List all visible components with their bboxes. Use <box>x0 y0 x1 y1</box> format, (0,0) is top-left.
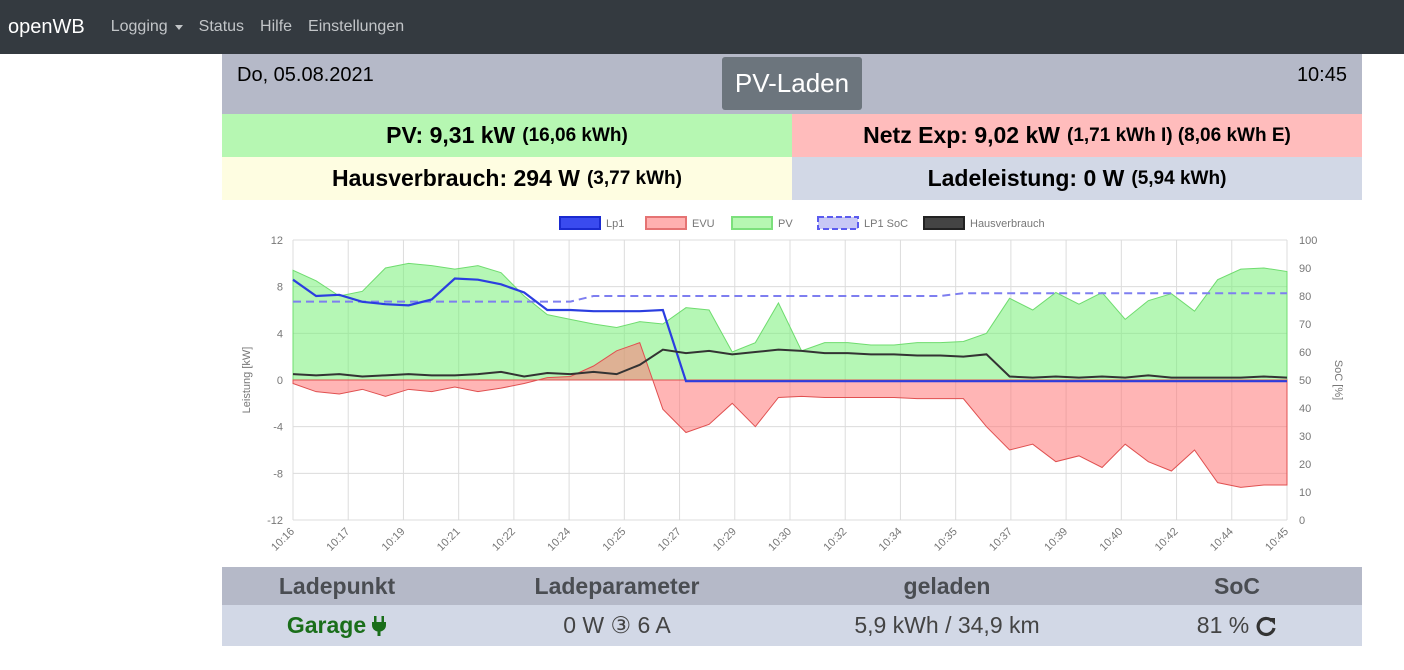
chart-svg: Lp1 EVU PV LP1 SoC Hausverbrauch 12840-4-8-1… <box>241 216 1344 554</box>
y2-tick-label: 30 <box>1299 431 1311 443</box>
y2-axis-title: SoC [%] <box>1332 360 1344 400</box>
hausverbrauch-line <box>292 348 1288 379</box>
pv-stat: PV: 9,31 kW (16,06 kWh) <box>222 114 792 157</box>
chargepoint-garage[interactable]: Garage <box>222 612 452 639</box>
y-tick-label: -4 <box>273 422 283 434</box>
date-header: Do, 05.08.2021 PV-Laden 10:45 <box>222 54 1362 114</box>
time-display: 10:45 <box>1296 64 1347 86</box>
x-tick-label: 10:21 <box>435 526 463 554</box>
charge-mode-button[interactable]: PV-Laden <box>722 57 862 110</box>
lade-energy: (5,94 kWh) <box>1131 167 1227 189</box>
plug-icon <box>372 615 387 636</box>
y2-tick-label: 50 <box>1299 375 1311 387</box>
table-row: Garage 0 W ③ 6 A 5,9 kWh / 34,9 km 81 % <box>222 605 1362 646</box>
x-tick-label: 10:16 <box>269 526 297 554</box>
nav-logging-dropdown[interactable]: Logging <box>111 18 183 36</box>
x-tick-label: 10:44 <box>1208 526 1236 554</box>
x-tick-label: 10:34 <box>877 526 905 554</box>
x-tick-label: 10:39 <box>1042 526 1070 554</box>
y2-tick-label: 20 <box>1299 459 1311 471</box>
y2-tick-label: 60 <box>1299 347 1311 359</box>
legend-swatch <box>731 216 773 230</box>
pv-value: PV: 9,31 kW <box>386 122 516 148</box>
x-tick-label: 10:17 <box>324 526 352 554</box>
header-ladepunkt: Ladepunkt <box>278 572 396 599</box>
y-tick-label: 0 <box>277 375 283 387</box>
chart-series <box>292 262 1288 488</box>
table-header: Ladepunkt Ladeparameter geladen SoC <box>222 567 1362 605</box>
nav-einstellungen[interactable]: Einstellungen <box>308 18 405 35</box>
y2-tick-label: 40 <box>1299 403 1311 415</box>
x-tick-label: 10:29 <box>711 526 739 554</box>
lade-value: Ladeleistung: 0 W <box>927 165 1125 191</box>
y2-tick-label: 100 <box>1299 235 1317 247</box>
legend-label: Hausverbrauch <box>970 218 1045 230</box>
soc-cell: 81 % <box>1112 612 1362 639</box>
chargepoint-name: Garage <box>286 612 367 638</box>
y2-tick-label: 70 <box>1299 319 1311 331</box>
lp1-line <box>292 277 1287 383</box>
brand-logo[interactable]: openWB <box>8 15 85 38</box>
header-soc: SoC <box>1214 572 1260 599</box>
chevron-down-icon <box>174 24 183 30</box>
x-tick-label: 10:45 <box>1263 526 1291 554</box>
ladeleistung-stat: Ladeleistung: 0 W (5,94 kWh) <box>792 157 1362 200</box>
legend-swatch <box>923 216 965 230</box>
x-tick-label: 10:19 <box>380 526 408 554</box>
legend-swatch <box>645 216 687 230</box>
haus-value: Hausverbrauch: 294 W <box>331 165 580 191</box>
power-stats: PV: 9,31 kW (16,06 kWh) Netz Exp: 9,02 kW… <box>222 114 1362 200</box>
netz-value: Netz Exp: 9,02 kW <box>863 122 1060 148</box>
legend-swatch <box>559 216 601 230</box>
x-tick-label: 10:27 <box>656 526 684 554</box>
x-tick-label: 10:35 <box>932 526 960 554</box>
power-chart[interactable]: Lp1 EVU PV LP1 SoC Hausverbrauch 12 8 4 0 -4 -8 -1… <box>222 200 1362 567</box>
hausverbrauch-stat: Hausverbrauch: 294 W (3,77 kWh) <box>222 157 792 200</box>
legend-label: LP1 SoC <box>864 218 908 230</box>
main-content: Do, 05.08.2021 PV-Laden 10:45 PV: 9,31 k… <box>222 54 1362 646</box>
x-tick-label: 10:30 <box>766 526 794 554</box>
x-tick-label: 10:24 <box>545 526 573 554</box>
x-tick-label: 10:22 <box>490 526 518 554</box>
chargepoint-table: Ladepunkt Ladeparameter geladen SoC Gara… <box>222 567 1362 646</box>
charged-amount: 5,9 kWh / 34,9 km <box>854 612 1040 638</box>
y2-tick-label: 10 <box>1299 487 1311 499</box>
nav-status[interactable]: Status <box>198 18 245 35</box>
x-tick-label: 10:40 <box>1098 526 1126 554</box>
soc-line <box>293 292 1287 303</box>
top-navbar: openWB Logging Status Hilfe Einstellunge… <box>0 0 1404 54</box>
y-tick-label: -12 <box>267 515 283 527</box>
haus-energy: (3,77 kWh) <box>586 167 682 189</box>
x-tick-label: 10:42 <box>1153 526 1181 554</box>
y-tick-label: -8 <box>273 468 283 480</box>
y2-tick-label: 0 <box>1299 515 1305 527</box>
soc-value: 81 % <box>1196 612 1250 638</box>
y-tick-label: 12 <box>271 235 283 247</box>
y-tick-label: 4 <box>277 328 283 340</box>
netz-energy: (1,71 kWh I) (8,06 kWh E) <box>1067 124 1291 146</box>
pv-energy: (16,06 kWh) <box>522 124 628 146</box>
refresh-icon[interactable] <box>1255 615 1277 637</box>
y2-tick-label: 80 <box>1299 291 1311 303</box>
legend-label: PV <box>778 218 793 230</box>
header-geladen: geladen <box>903 572 991 599</box>
legend-swatch <box>817 216 859 230</box>
chart-legend: Lp1 EVU PV LP1 SoC Hausverbrauch <box>559 216 1045 230</box>
netz-stat: Netz Exp: 9,02 kW (1,71 kWh I) (8,06 kWh … <box>792 114 1362 157</box>
charge-parameters[interactable]: 0 W ③ 6 A <box>563 612 671 638</box>
y2-tick-label: 90 <box>1299 263 1311 275</box>
header-ladeparameter: Ladeparameter <box>534 572 700 599</box>
legend-label: EVU <box>692 218 715 230</box>
evu-area <box>292 342 1288 488</box>
x-tick-label: 10:37 <box>987 526 1015 554</box>
x-tick-label: 10:32 <box>821 526 849 554</box>
nav-logging-label: Logging <box>110 18 168 35</box>
date-display: Do, 05.08.2021 <box>237 64 374 86</box>
legend-label: Lp1 <box>606 218 624 230</box>
y-tick-label: 8 <box>277 282 283 294</box>
x-tick-label: 10:25 <box>601 526 629 554</box>
y-axis-title: Leistung [kW] <box>241 347 253 414</box>
nav-hilfe[interactable]: Hilfe <box>260 18 293 35</box>
